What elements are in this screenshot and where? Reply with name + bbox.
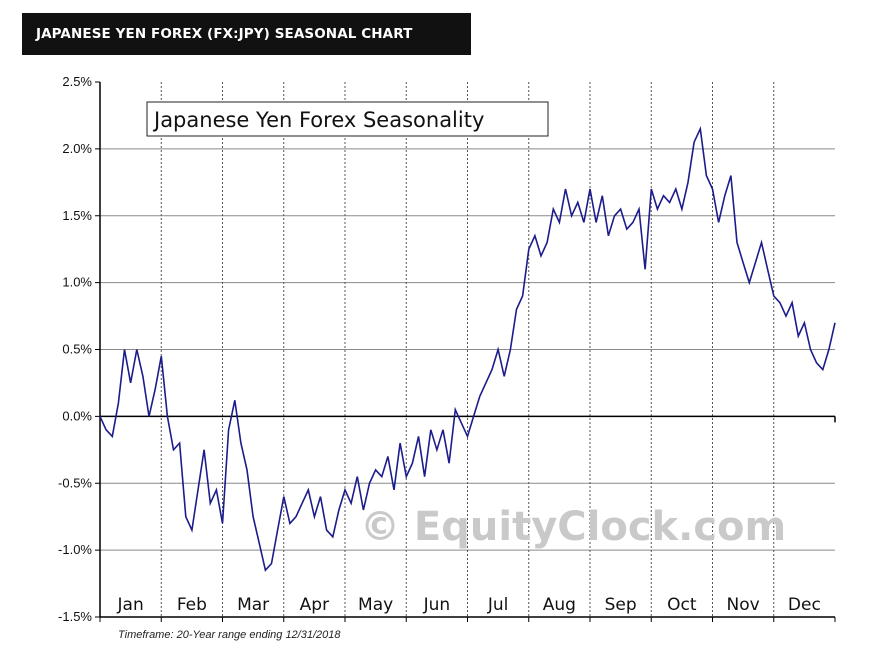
x-tick-label: May bbox=[358, 595, 393, 615]
x-tick-label: Sep bbox=[605, 595, 637, 615]
x-axis-ticks: Jan Feb Mar Apr May Jun Jul Aug Sep Oct Nov Dec bbox=[117, 595, 821, 615]
y-tick-label: 1.5% bbox=[62, 208, 92, 223]
y-tick-label: -1.0% bbox=[58, 542, 92, 557]
x-tick-label: Mar bbox=[237, 595, 269, 615]
timeframe-footnote: Timeframe: 20-Year range ending 12/31/20… bbox=[118, 629, 341, 641]
x-tick-label: Apr bbox=[300, 595, 329, 615]
y-tick-label: 0.5% bbox=[62, 342, 92, 357]
axes bbox=[95, 81, 836, 622]
x-tick-label: Dec bbox=[788, 595, 821, 615]
chart-title: Japanese Yen Forex Seasonality bbox=[152, 108, 484, 132]
x-tick-label: Feb bbox=[177, 595, 207, 615]
legend-box: Japanese Yen Forex Seasonality bbox=[146, 101, 549, 137]
x-tick-label: Jun bbox=[423, 595, 451, 615]
y-axis-ticks: 2.5% 2.0% 1.5% 1.0% 0.5% 0.0% -0.5% -1.0% -1.5% bbox=[58, 74, 92, 624]
y-tick-label: 2.5% bbox=[62, 74, 92, 89]
x-tick-label: Jul bbox=[487, 595, 509, 615]
x-tick-label: Oct bbox=[667, 595, 697, 615]
y-tick-label: -0.5% bbox=[58, 475, 92, 490]
x-tick-label: Aug bbox=[543, 595, 576, 615]
y-tick-label: 2.0% bbox=[62, 141, 92, 156]
chart-header-title: JAPANESE YEN FOREX (FX:JPY) SEASONAL CHA… bbox=[36, 26, 413, 42]
legend-box-frame bbox=[146, 101, 549, 137]
series-line bbox=[99, 125, 836, 572]
x-tick-label: Nov bbox=[727, 595, 760, 615]
y-tick-label: 1.0% bbox=[62, 275, 92, 290]
y-tick-label: -1.5% bbox=[58, 609, 92, 624]
x-tick-label: Jan bbox=[117, 595, 144, 615]
y-tick-label: 0.0% bbox=[62, 408, 92, 423]
watermark-text: © EquityClock.com bbox=[360, 504, 786, 550]
chart-header-banner: JAPANESE YEN FOREX (FX:JPY) SEASONAL CHA… bbox=[22, 13, 471, 55]
